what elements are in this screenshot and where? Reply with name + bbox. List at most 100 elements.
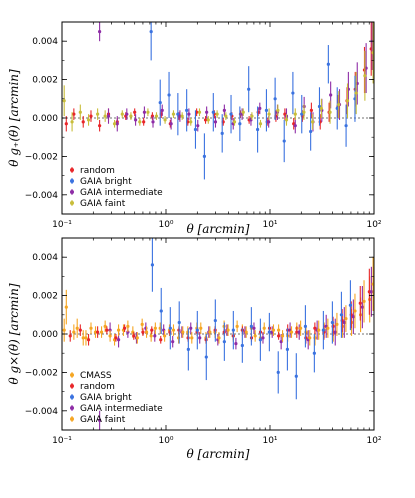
data-point [167, 93, 171, 97]
data-point [98, 124, 102, 128]
data-point [344, 124, 348, 128]
data-point [294, 374, 298, 378]
series-gaia-bright [150, 238, 352, 400]
data-point [98, 30, 102, 34]
series-gaia-intermediate [98, 22, 374, 134]
data-point [226, 328, 230, 332]
data-point [371, 51, 374, 55]
data-point [132, 334, 136, 338]
data-point [345, 99, 350, 103]
data-point [276, 108, 280, 112]
data-point [99, 330, 104, 334]
data-point [217, 336, 221, 340]
data-point [319, 106, 323, 110]
data-point [235, 324, 239, 328]
data-point [138, 120, 142, 124]
data-point [176, 112, 180, 116]
data-point [150, 328, 154, 332]
x-tick-label: 10⁻¹ [52, 436, 72, 446]
data-point [262, 326, 266, 330]
data-point [293, 124, 297, 128]
x-axis-label: θ [arcmin] [187, 222, 250, 236]
data-point [229, 112, 233, 116]
data-point [297, 330, 301, 334]
data-point [344, 317, 348, 321]
data-point [333, 330, 337, 334]
y-tick-label: −0.004 [25, 191, 59, 201]
data-point [193, 127, 198, 132]
data-point [72, 330, 76, 334]
data-point [231, 328, 235, 332]
data-point [277, 328, 281, 332]
data-point [153, 326, 157, 330]
data-point [108, 334, 112, 338]
data-point [186, 347, 190, 351]
series-gaia-bright [149, 22, 357, 180]
data-point [72, 112, 76, 116]
data-point [282, 139, 286, 143]
data-point [267, 330, 271, 334]
data-point [140, 322, 144, 326]
data-point [203, 118, 208, 122]
data-point [348, 303, 352, 307]
data-point [222, 340, 226, 344]
data-point [159, 338, 163, 342]
data-point [190, 336, 194, 340]
data-point [78, 110, 82, 114]
data-point [149, 30, 153, 34]
y-tick-label: −0.004 [25, 407, 59, 417]
data-point [293, 112, 297, 116]
data-point [238, 122, 242, 126]
data-point [300, 112, 304, 116]
data-point [211, 110, 215, 114]
data-point [276, 370, 280, 374]
data-point [284, 118, 289, 122]
data-point [189, 326, 193, 330]
data-point [197, 110, 202, 114]
data-point [302, 110, 306, 114]
data-point [244, 330, 248, 334]
data-point [267, 120, 271, 124]
data-point [103, 324, 107, 328]
data-point [181, 330, 185, 334]
data-point [62, 99, 66, 103]
data-point [250, 114, 254, 118]
data-point [144, 330, 149, 334]
data-point [358, 301, 362, 305]
data-point [362, 299, 366, 303]
data-point [171, 340, 175, 344]
data-point [75, 326, 79, 330]
data-point [112, 122, 117, 126]
data-point [252, 326, 256, 330]
data-point [115, 122, 119, 126]
x-axis-label: θ [arcmin] [187, 447, 250, 461]
data-point [163, 118, 167, 122]
data-point [180, 114, 184, 118]
data-point [205, 110, 209, 114]
legend-entry: GAIA bright [80, 393, 132, 403]
data-point [133, 118, 138, 122]
x-tick-label: 10¹ [262, 436, 277, 446]
data-point [171, 328, 176, 332]
data-point [256, 127, 260, 132]
data-point [351, 315, 355, 319]
data-point [177, 320, 181, 325]
data-points [62, 238, 374, 430]
data-point [279, 340, 283, 344]
data-point [267, 112, 271, 116]
data-point [253, 334, 257, 338]
data-point [98, 418, 102, 422]
data-point [149, 334, 153, 338]
data-point [204, 355, 208, 359]
data-point [241, 110, 245, 114]
data-point [371, 282, 374, 286]
y-tick-label: 0.004 [32, 37, 58, 47]
data-point [169, 122, 173, 126]
data-point [215, 112, 219, 116]
data-point [120, 112, 124, 116]
data-point [105, 328, 109, 332]
data-point [258, 106, 262, 110]
data-point [154, 114, 159, 118]
data-point [123, 326, 127, 330]
